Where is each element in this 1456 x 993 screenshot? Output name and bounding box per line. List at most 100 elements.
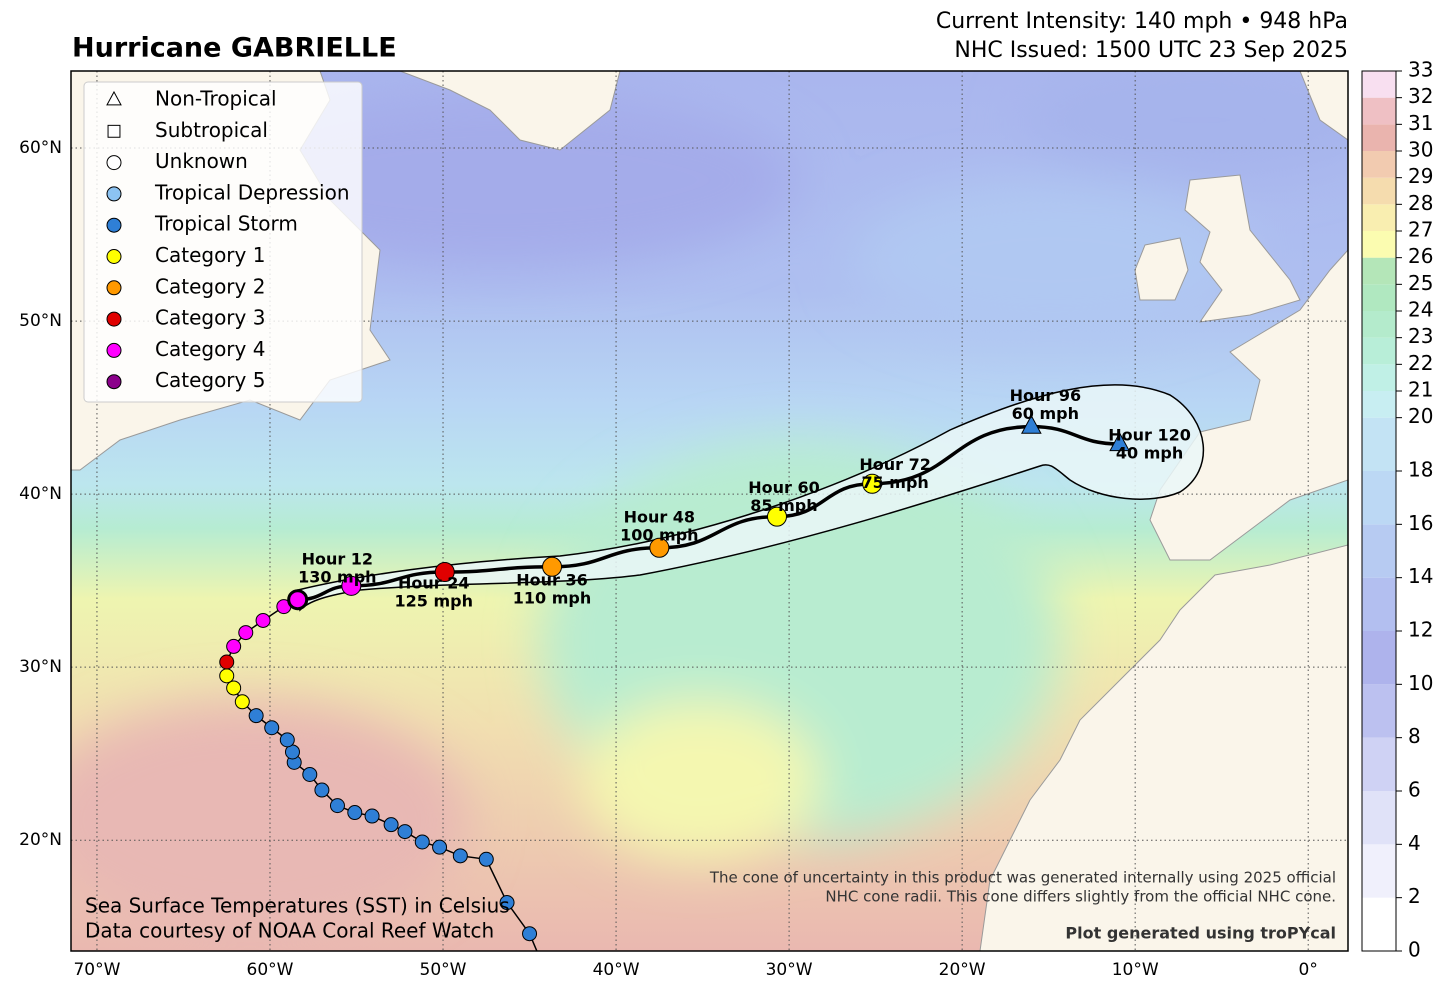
legend-label: Unknown — [155, 149, 248, 173]
colorbar-tick-label: 8 — [1408, 724, 1421, 748]
intensity: Current Intensity: 140 mph • 948 hPa — [936, 9, 1348, 34]
forecast-hour: Hour 12 — [302, 549, 374, 568]
colorbar-band — [1362, 631, 1396, 685]
colorbar-tick-label: 27 — [1408, 218, 1433, 242]
forecast-hour: Hour 24 — [398, 574, 470, 593]
forecast-hour: Hour 36 — [516, 570, 588, 589]
marker-circle — [219, 654, 235, 670]
colorbar-band — [1362, 71, 1396, 98]
colorbar-tick-label: 14 — [1408, 564, 1433, 588]
credit: Plot generated using troPYcal — [1065, 924, 1336, 943]
colorbar-tick-label: 33 — [1408, 58, 1433, 82]
marker-circle — [238, 625, 254, 641]
colorbar-band — [1362, 577, 1396, 631]
marker-circle — [106, 155, 122, 171]
marker-circle — [264, 720, 280, 736]
marker-circle — [432, 839, 448, 855]
map-frame — [70, 70, 1349, 952]
forecast-wind: 60 mph — [1012, 404, 1079, 423]
colorbar: 0246810121416182021222324252627282930313… — [1361, 58, 1433, 962]
colorbar-band — [1362, 311, 1396, 338]
great-britain — [1184, 174, 1301, 323]
marker-triangle — [1109, 431, 1130, 452]
marker-circle — [397, 824, 413, 840]
colorbar-band — [1362, 417, 1396, 471]
legend-box — [83, 81, 363, 403]
colorbar-band — [1362, 124, 1396, 151]
forecast-wind: 75 mph — [861, 473, 928, 492]
colorbar-tick-label: 29 — [1408, 164, 1433, 188]
source-note: Data courtesy of NOAA Coral Reef Watch — [85, 919, 494, 943]
legend-label: Category 5 — [155, 368, 265, 392]
marker-circle — [279, 732, 295, 748]
marker-circle — [862, 473, 883, 494]
colorbar-band — [1362, 524, 1396, 578]
cone-note: The cone of uncertainty in this product … — [709, 869, 1336, 887]
cone-note: NHC cone radii. This cone differs slight… — [825, 888, 1336, 906]
colorbar-tick-label: 31 — [1408, 111, 1433, 135]
colorbar-band — [1362, 737, 1396, 791]
marker-circle — [106, 186, 122, 202]
marker-circle — [478, 851, 494, 867]
colorbar-tick-label: 30 — [1408, 138, 1433, 162]
colorbar-band — [1362, 684, 1396, 738]
y-tick-label: 50°N — [19, 311, 62, 331]
colorbar-band — [1362, 257, 1396, 285]
sst-note: Sea Surface Temperatures (SST) in Celsiu… — [85, 894, 510, 918]
marker-circle — [255, 612, 271, 628]
issued: NHC Issued: 1500 UTC 23 Sep 2025 — [954, 38, 1348, 63]
forecast-wind: 110 mph — [513, 588, 591, 607]
forecast-wind: 125 mph — [395, 592, 473, 611]
colorbar-tick-label: 28 — [1408, 191, 1433, 215]
marker-circle — [329, 798, 345, 814]
x-tick-label: 50°W — [420, 960, 467, 980]
marker-circle — [226, 638, 242, 654]
marker-circle — [106, 311, 122, 327]
x-tick-label: 20°W — [939, 960, 986, 980]
colorbar-band — [1362, 337, 1396, 365]
colorbar-tick-label: 32 — [1408, 84, 1433, 108]
x-tick-label: 40°W — [593, 960, 640, 980]
forecast-wind: 85 mph — [750, 496, 817, 515]
legend-label: Category 1 — [155, 243, 265, 267]
colorbar-tick-label: 12 — [1408, 618, 1433, 642]
y-tick-label: 60°N — [19, 138, 62, 158]
y-tick-label: 40°N — [19, 484, 62, 504]
colorbar-tick-label: 18 — [1408, 458, 1433, 482]
forecast-wind: 40 mph — [1116, 443, 1183, 462]
marker-circle — [542, 556, 563, 577]
colorbar-band — [1362, 97, 1396, 125]
forecast-hour: Hour 96 — [1010, 386, 1082, 405]
colorbar-tick-label: 24 — [1408, 298, 1433, 322]
colorbar-band — [1362, 151, 1396, 178]
forecast-hour: Hour 48 — [624, 507, 696, 526]
colorbar-tick-label: 20 — [1408, 404, 1433, 428]
forecast-cone — [297, 384, 1205, 612]
marker-circle — [766, 506, 787, 527]
marker-circle — [649, 537, 670, 558]
colorbar-tick-label: 22 — [1408, 351, 1433, 375]
colorbar-tick-label: 0 — [1408, 938, 1421, 962]
title: Hurricane GABRIELLE — [72, 33, 397, 64]
marker-circle — [106, 374, 122, 390]
legend-label: Category 3 — [155, 306, 265, 330]
legend-label: Tropical Storm — [154, 212, 298, 236]
x-tick-label: 60°W — [247, 960, 294, 980]
x-tick-label: 70°W — [73, 960, 120, 980]
colorbar-tick-label: 16 — [1408, 511, 1433, 535]
x-tick-label: 30°W — [766, 960, 813, 980]
marker-triangle — [106, 90, 122, 106]
marker-square — [107, 124, 121, 138]
y-tick-label: 30°N — [19, 657, 62, 677]
forecast-hour: Hour 72 — [859, 455, 931, 474]
legend-label: Tropical Depression — [154, 180, 350, 204]
legend-label: Subtropical — [155, 118, 268, 142]
marker-circle — [106, 217, 122, 233]
colorbar-band — [1362, 364, 1396, 391]
marker-circle — [434, 562, 455, 583]
colorbar-frame — [1361, 70, 1397, 952]
forecast-hour: Hour 60 — [748, 478, 820, 497]
marker-circle — [106, 342, 122, 358]
